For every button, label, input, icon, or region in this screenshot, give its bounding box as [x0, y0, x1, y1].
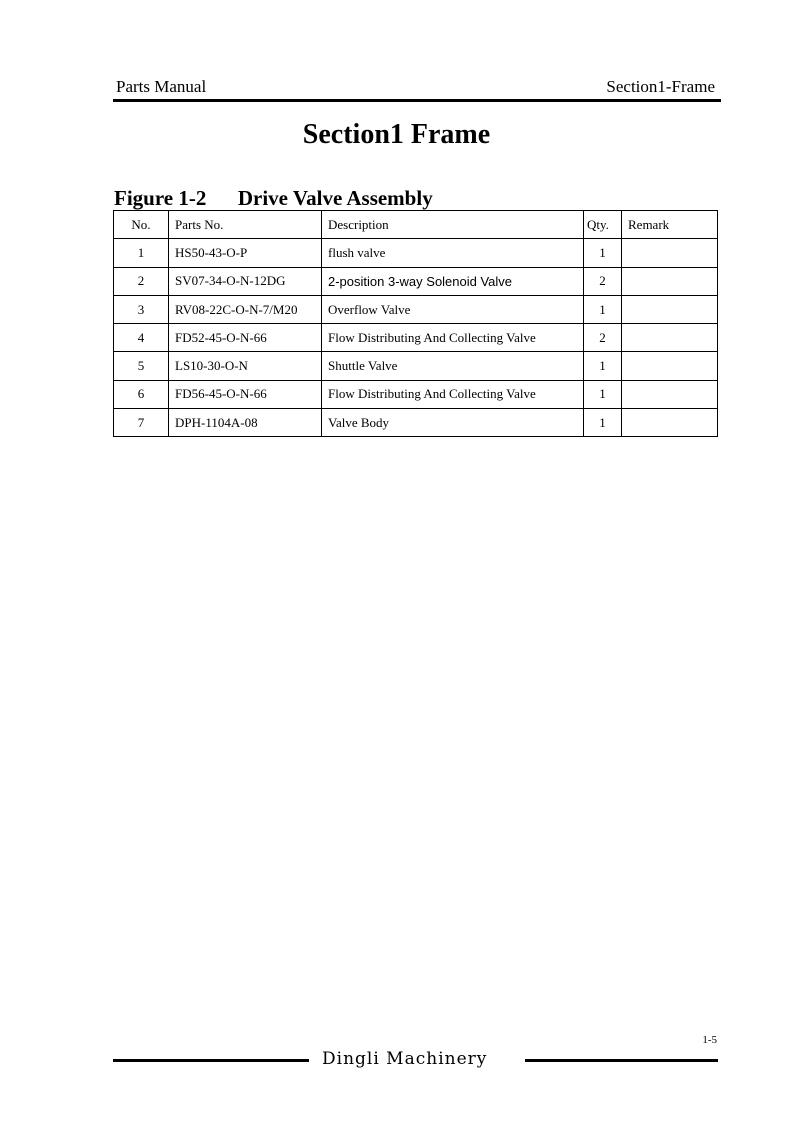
table-row: 7 DPH-1104A-08 Valve Body 1: [113, 408, 718, 438]
table-cell: 3: [113, 294, 169, 325]
table-cell: [621, 323, 718, 353]
table-cell: DPH-1104A-08: [168, 408, 322, 438]
figure-name: Drive Valve Assembly: [237, 186, 433, 210]
table-cell: [621, 351, 718, 381]
page-title: Section1 Frame: [302, 119, 491, 150]
table-cell: Flow Distributing And Collecting Valve: [321, 379, 584, 410]
table-row: 1 HS50-43-O-P flush valve 1: [113, 238, 718, 268]
header-right: Section1-Frame: [606, 77, 715, 96]
table-cell: SV07-34-O-N-12DG: [168, 266, 322, 296]
table-cell: LS10-30-O-N: [168, 351, 322, 381]
table-cell: HS50-43-O-P: [168, 238, 322, 268]
table-header-row: No. Parts No. Description Qty. Remark: [113, 209, 718, 240]
table-cell: 1: [583, 408, 622, 438]
table-cell: Flow Distributing And Collecting Valve: [321, 323, 584, 353]
table-cell: 1: [113, 238, 169, 268]
table-cell: Remark: [621, 209, 718, 240]
table-cell: [621, 379, 718, 410]
table-cell: 2: [583, 323, 622, 353]
table-cell: 2: [113, 266, 169, 296]
table-cell: 2: [583, 266, 622, 296]
table-cell: 1: [583, 351, 622, 381]
figure-label: Figure 1-2: [114, 186, 207, 210]
table-cell: flush valve: [321, 238, 584, 268]
table-cell: FD52-45-O-N-66: [168, 323, 322, 353]
table-cell: 1: [583, 238, 622, 268]
table-cell: Valve Body: [321, 408, 584, 438]
parts-table: No. Parts No. Description Qty. Remark 1 HS50-4…: [113, 209, 718, 438]
table-cell: FD56-45-O-N-66: [168, 379, 322, 410]
table-cell: 2-position 3-way Solenoid Valve: [321, 266, 584, 296]
table-cell: Qty.: [583, 209, 622, 240]
table-cell: 1: [583, 294, 622, 325]
footer-rule-left: [113, 1059, 309, 1062]
table-row: 3 RV08-22C-O-N-7/M20 Overflow Valve 1: [113, 294, 718, 325]
header-left: Parts Manual: [116, 77, 207, 96]
table-cell: [621, 266, 718, 296]
table-cell: Overflow Valve: [321, 294, 584, 325]
table-cell: No.: [113, 209, 169, 240]
table-cell: Description: [321, 209, 584, 240]
table-cell: [621, 238, 718, 268]
footer-company: Dingli Machinery: [322, 1049, 488, 1069]
table-cell: 5: [113, 351, 169, 381]
table-cell: 1: [583, 379, 622, 410]
page-number: 1-5: [702, 1034, 717, 1046]
table-row: 4 FD52-45-O-N-66 Flow Distributing And Col…: [113, 323, 718, 353]
footer-rule-right: [525, 1059, 718, 1062]
table-row: 6 FD56-45-O-N-66 Flow Distributing And Col…: [113, 379, 718, 410]
table-cell: 7: [113, 408, 169, 438]
table-row: 5 LS10-30-O-N Shuttle Valve 1: [113, 351, 718, 381]
table-cell: [621, 294, 718, 325]
table-cell: Shuttle Valve: [321, 351, 584, 381]
table-cell: RV08-22C-O-N-7/M20: [168, 294, 322, 325]
table-cell: [621, 408, 718, 438]
header-rule: [113, 99, 721, 102]
figure-caption: Figure 1-2 Drive Valve Assembly: [114, 186, 433, 211]
table-cell: 4: [113, 323, 169, 353]
table-cell: 6: [113, 379, 169, 410]
table-cell: Parts No.: [168, 209, 322, 240]
table-row: 2 SV07-34-O-N-12DG 2-position 3-way Soleno…: [113, 266, 718, 296]
